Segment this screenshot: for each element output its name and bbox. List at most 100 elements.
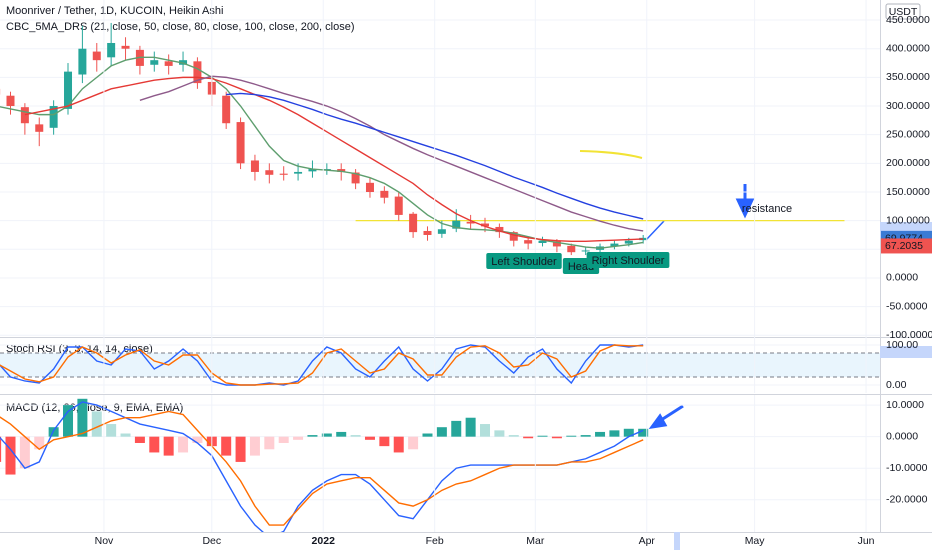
candle-body bbox=[279, 173, 288, 175]
histogram-bar bbox=[494, 430, 505, 437]
y-tick-label: -10.0000 bbox=[886, 462, 928, 474]
histogram-bar bbox=[0, 436, 2, 462]
y-tick-label: 0.0000 bbox=[886, 272, 918, 284]
candle-body bbox=[121, 45, 130, 49]
candle-body bbox=[581, 250, 590, 252]
band-fill bbox=[0, 353, 880, 377]
x-tick-label: May bbox=[745, 535, 766, 547]
indicator-label: CBC_5MA_DRS (21, close, 50, close, 80, c… bbox=[6, 21, 355, 33]
candle-body bbox=[150, 60, 159, 65]
histogram-bar bbox=[580, 435, 591, 437]
price-label-box bbox=[881, 238, 932, 254]
histogram-bar bbox=[623, 428, 634, 437]
pane bbox=[0, 19, 880, 336]
candle-body bbox=[524, 240, 533, 244]
candle-body bbox=[236, 122, 245, 164]
histogram-bar bbox=[451, 420, 462, 437]
candle-body bbox=[308, 169, 317, 172]
histogram-bar bbox=[307, 435, 318, 437]
histogram-bar bbox=[19, 436, 30, 469]
candle-body bbox=[107, 42, 116, 58]
histogram-bar bbox=[566, 435, 577, 437]
y-tick-label: 0.0000 bbox=[886, 430, 918, 442]
annotation: Left Shoulder bbox=[491, 256, 557, 268]
histogram-bar bbox=[379, 436, 390, 447]
drawn-stroke bbox=[579, 150, 643, 159]
histogram-bar bbox=[638, 428, 649, 437]
candle-body bbox=[78, 48, 87, 75]
histogram-bar bbox=[149, 436, 160, 453]
x-tick-label: Nov bbox=[95, 535, 114, 547]
line bbox=[24, 76, 644, 242]
candle-body bbox=[452, 220, 461, 229]
histogram-bar bbox=[465, 417, 476, 437]
histogram-bar bbox=[134, 436, 145, 443]
candle-body bbox=[351, 172, 360, 184]
candle-body bbox=[265, 170, 274, 175]
annotation: Right Shoulder bbox=[592, 255, 665, 267]
candle-body bbox=[466, 221, 475, 224]
chart-title: Moonriver / Tether, 1D, KUCOIN, Heikin A… bbox=[6, 5, 223, 17]
histogram-bar bbox=[77, 398, 88, 437]
y-tick-label: 100.00 bbox=[886, 339, 918, 351]
histogram-bar bbox=[595, 431, 606, 437]
y-tick-label: 450.0000 bbox=[886, 14, 930, 26]
y-tick-label: 400.0000 bbox=[886, 42, 930, 54]
candle-body bbox=[250, 160, 259, 172]
histogram-bar bbox=[235, 436, 246, 462]
y-tick-label: 250.0000 bbox=[886, 128, 930, 140]
candle-body bbox=[567, 245, 576, 253]
x-tick-label: Feb bbox=[426, 535, 444, 547]
histogram-bar bbox=[364, 436, 375, 440]
candle-body bbox=[509, 232, 518, 241]
histogram-bar bbox=[91, 411, 102, 437]
histogram-bar bbox=[523, 436, 534, 439]
x-tick-label: Mar bbox=[526, 535, 545, 547]
histogram-bar bbox=[106, 424, 117, 437]
histogram-bar bbox=[5, 436, 16, 475]
candle-body bbox=[437, 229, 446, 234]
candle-body bbox=[423, 230, 432, 235]
x-tick-label: Jun bbox=[858, 535, 875, 547]
candle-body bbox=[495, 226, 504, 233]
histogram-bar bbox=[609, 430, 620, 437]
histogram-bar bbox=[422, 433, 433, 437]
candle-body bbox=[610, 243, 619, 247]
annotation-box bbox=[586, 252, 670, 268]
arrow bbox=[648, 404, 684, 430]
candle-body bbox=[552, 241, 561, 247]
candle-body bbox=[624, 240, 633, 244]
candle-body bbox=[193, 61, 202, 84]
histogram-bar bbox=[537, 435, 548, 437]
histogram-bar bbox=[480, 424, 491, 437]
currency-box[interactable] bbox=[885, 3, 921, 20]
histogram-bar bbox=[221, 436, 232, 456]
candle-body bbox=[538, 240, 547, 244]
candle-body bbox=[294, 171, 303, 174]
histogram-bar bbox=[278, 436, 289, 443]
y-tick-label: -100.0000 bbox=[886, 329, 932, 341]
candle-body bbox=[49, 106, 58, 128]
y-tick-label: 100.0000 bbox=[886, 214, 930, 226]
histogram-bar bbox=[408, 436, 419, 450]
histogram-bar bbox=[264, 436, 275, 450]
candle-body bbox=[481, 223, 490, 227]
price-label: 67.2035 bbox=[885, 240, 923, 252]
histogram-bar bbox=[350, 435, 361, 437]
axis-highlight bbox=[880, 346, 932, 358]
candle-body bbox=[164, 61, 173, 66]
histogram-bar bbox=[321, 433, 332, 437]
candle-body bbox=[64, 71, 73, 109]
histogram-bar bbox=[293, 436, 304, 440]
currency: USDT bbox=[889, 6, 918, 18]
y-tick-label: 150.0000 bbox=[886, 186, 930, 198]
y-tick-label: 300.0000 bbox=[886, 100, 930, 112]
candle-body bbox=[337, 169, 346, 172]
candle-body bbox=[6, 95, 15, 107]
histogram-bar bbox=[34, 436, 45, 450]
y-tick-label: -50.0000 bbox=[886, 300, 928, 312]
candle-body bbox=[222, 95, 231, 124]
trend-line bbox=[645, 220, 665, 241]
histogram-bar bbox=[508, 435, 519, 437]
